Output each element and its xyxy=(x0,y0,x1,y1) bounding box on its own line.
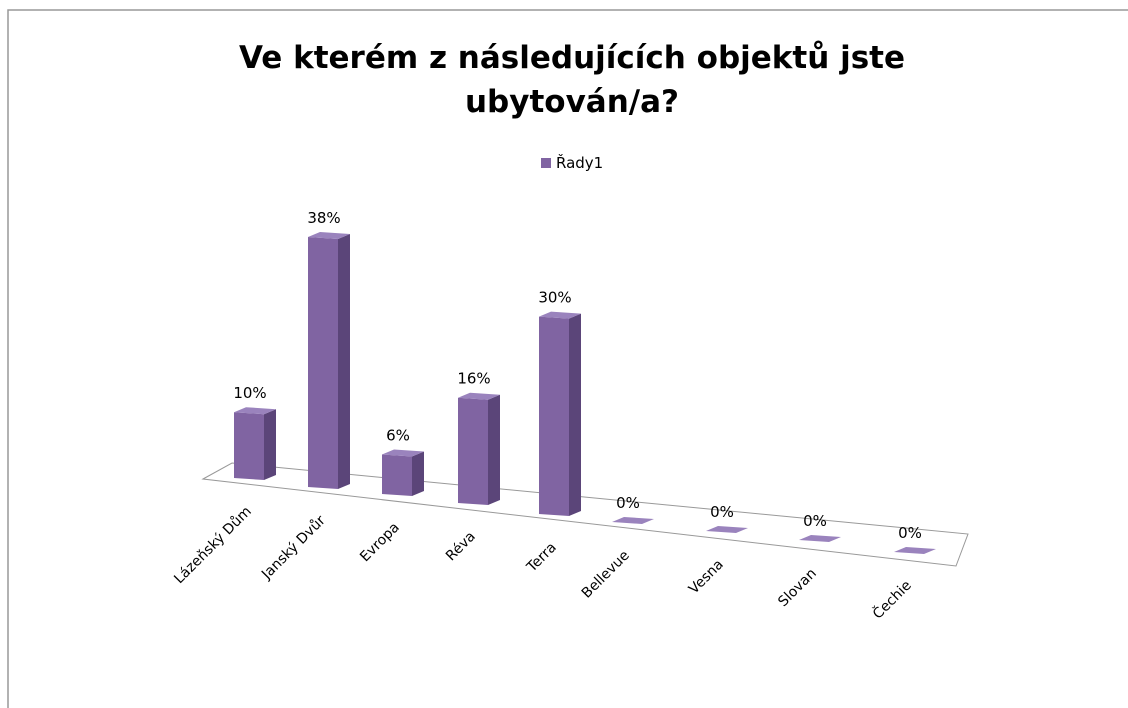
x-tick-label: Slovan xyxy=(775,566,820,611)
bar-face xyxy=(539,316,569,516)
x-tick-label: Réva xyxy=(443,529,479,565)
bar-face xyxy=(338,234,350,489)
bar xyxy=(799,535,841,542)
data-label: 6% xyxy=(386,427,410,445)
bar-face xyxy=(569,313,581,516)
data-label: 0% xyxy=(803,512,827,530)
x-tick-label: Janský Dvůr xyxy=(258,512,329,583)
chart-title: Ve kterém z následujících objektů jste xyxy=(239,40,905,76)
x-tick-label: Vesna xyxy=(686,557,727,598)
bar-face xyxy=(382,449,424,457)
legend-label: Řady1 xyxy=(556,153,603,172)
bar xyxy=(894,547,936,554)
bar-face xyxy=(706,526,748,533)
data-label: 0% xyxy=(710,503,734,521)
bar xyxy=(706,526,748,533)
data-label: 10% xyxy=(233,384,266,402)
bar xyxy=(234,407,276,480)
data-label: 0% xyxy=(616,494,640,512)
bar-face xyxy=(412,451,424,496)
bar-face xyxy=(264,409,276,480)
bar-face xyxy=(234,412,264,480)
data-label: 38% xyxy=(307,209,340,227)
bar-face xyxy=(382,454,412,496)
bar xyxy=(382,449,424,496)
bar xyxy=(612,517,654,524)
bar xyxy=(458,392,500,505)
data-label: 30% xyxy=(538,289,571,307)
bar xyxy=(308,232,350,489)
bar-face xyxy=(234,407,276,415)
chart-title: ubytován/a? xyxy=(465,84,679,120)
bar-face xyxy=(458,397,488,505)
chart-border xyxy=(7,9,1128,708)
bar-face xyxy=(894,547,936,554)
x-tick-label: Lázeňský Dům xyxy=(171,504,255,588)
data-label: 0% xyxy=(898,524,922,542)
bar xyxy=(539,311,581,516)
bar-face xyxy=(458,392,500,400)
data-label: 16% xyxy=(457,370,490,388)
x-tick-label: Čechie xyxy=(869,576,915,622)
x-tick-label: Terra xyxy=(523,540,560,577)
x-tick-label: Bellevue xyxy=(579,548,633,602)
legend-swatch xyxy=(541,158,551,168)
bar-face xyxy=(539,311,581,319)
x-tick-label: Evropa xyxy=(357,520,403,566)
bar-face xyxy=(488,394,500,505)
bar-face xyxy=(308,237,338,489)
bar-face xyxy=(308,232,350,239)
bar-face xyxy=(799,535,841,542)
bar-face xyxy=(612,517,654,524)
